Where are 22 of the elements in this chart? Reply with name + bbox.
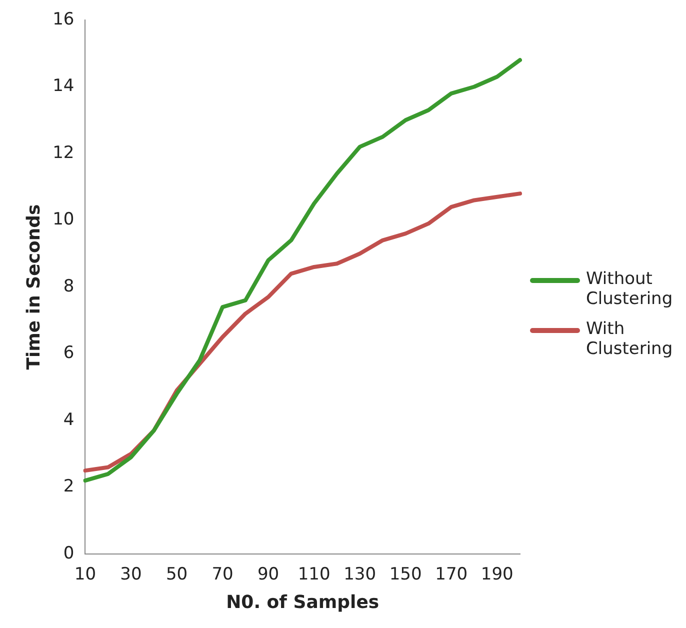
x-tick-label: 130 bbox=[344, 564, 376, 585]
x-axis-title: N0. of Samples bbox=[226, 592, 380, 613]
x-tick-label: 190 bbox=[480, 564, 514, 585]
x-tick-label: 70 bbox=[212, 564, 234, 585]
x-tick-label: 30 bbox=[120, 564, 142, 585]
y-tick-label: 16 bbox=[52, 9, 74, 30]
y-tick-label: 0 bbox=[63, 543, 74, 564]
y-axis-title: Time in Seconds bbox=[23, 204, 44, 370]
y-tick-label: 6 bbox=[63, 343, 74, 364]
y-tick-label: 8 bbox=[63, 276, 74, 296]
x-tick-label: 50 bbox=[166, 564, 188, 585]
x-tick-label: 90 bbox=[257, 564, 280, 585]
x-tick-label: 170 bbox=[435, 564, 468, 585]
y-tick-label: 10 bbox=[52, 210, 74, 230]
legend-label: With Clustering bbox=[586, 319, 674, 359]
y-tick-label: 14 bbox=[52, 76, 74, 96]
x-tick-label: 150 bbox=[389, 564, 422, 585]
y-tick-label: 12 bbox=[52, 142, 74, 163]
x-tick-label: 110 bbox=[298, 564, 330, 585]
legend-label: Without Clustering bbox=[586, 269, 674, 309]
y-tick-label: 2 bbox=[63, 476, 74, 497]
y-tick-label: 4 bbox=[63, 410, 74, 430]
